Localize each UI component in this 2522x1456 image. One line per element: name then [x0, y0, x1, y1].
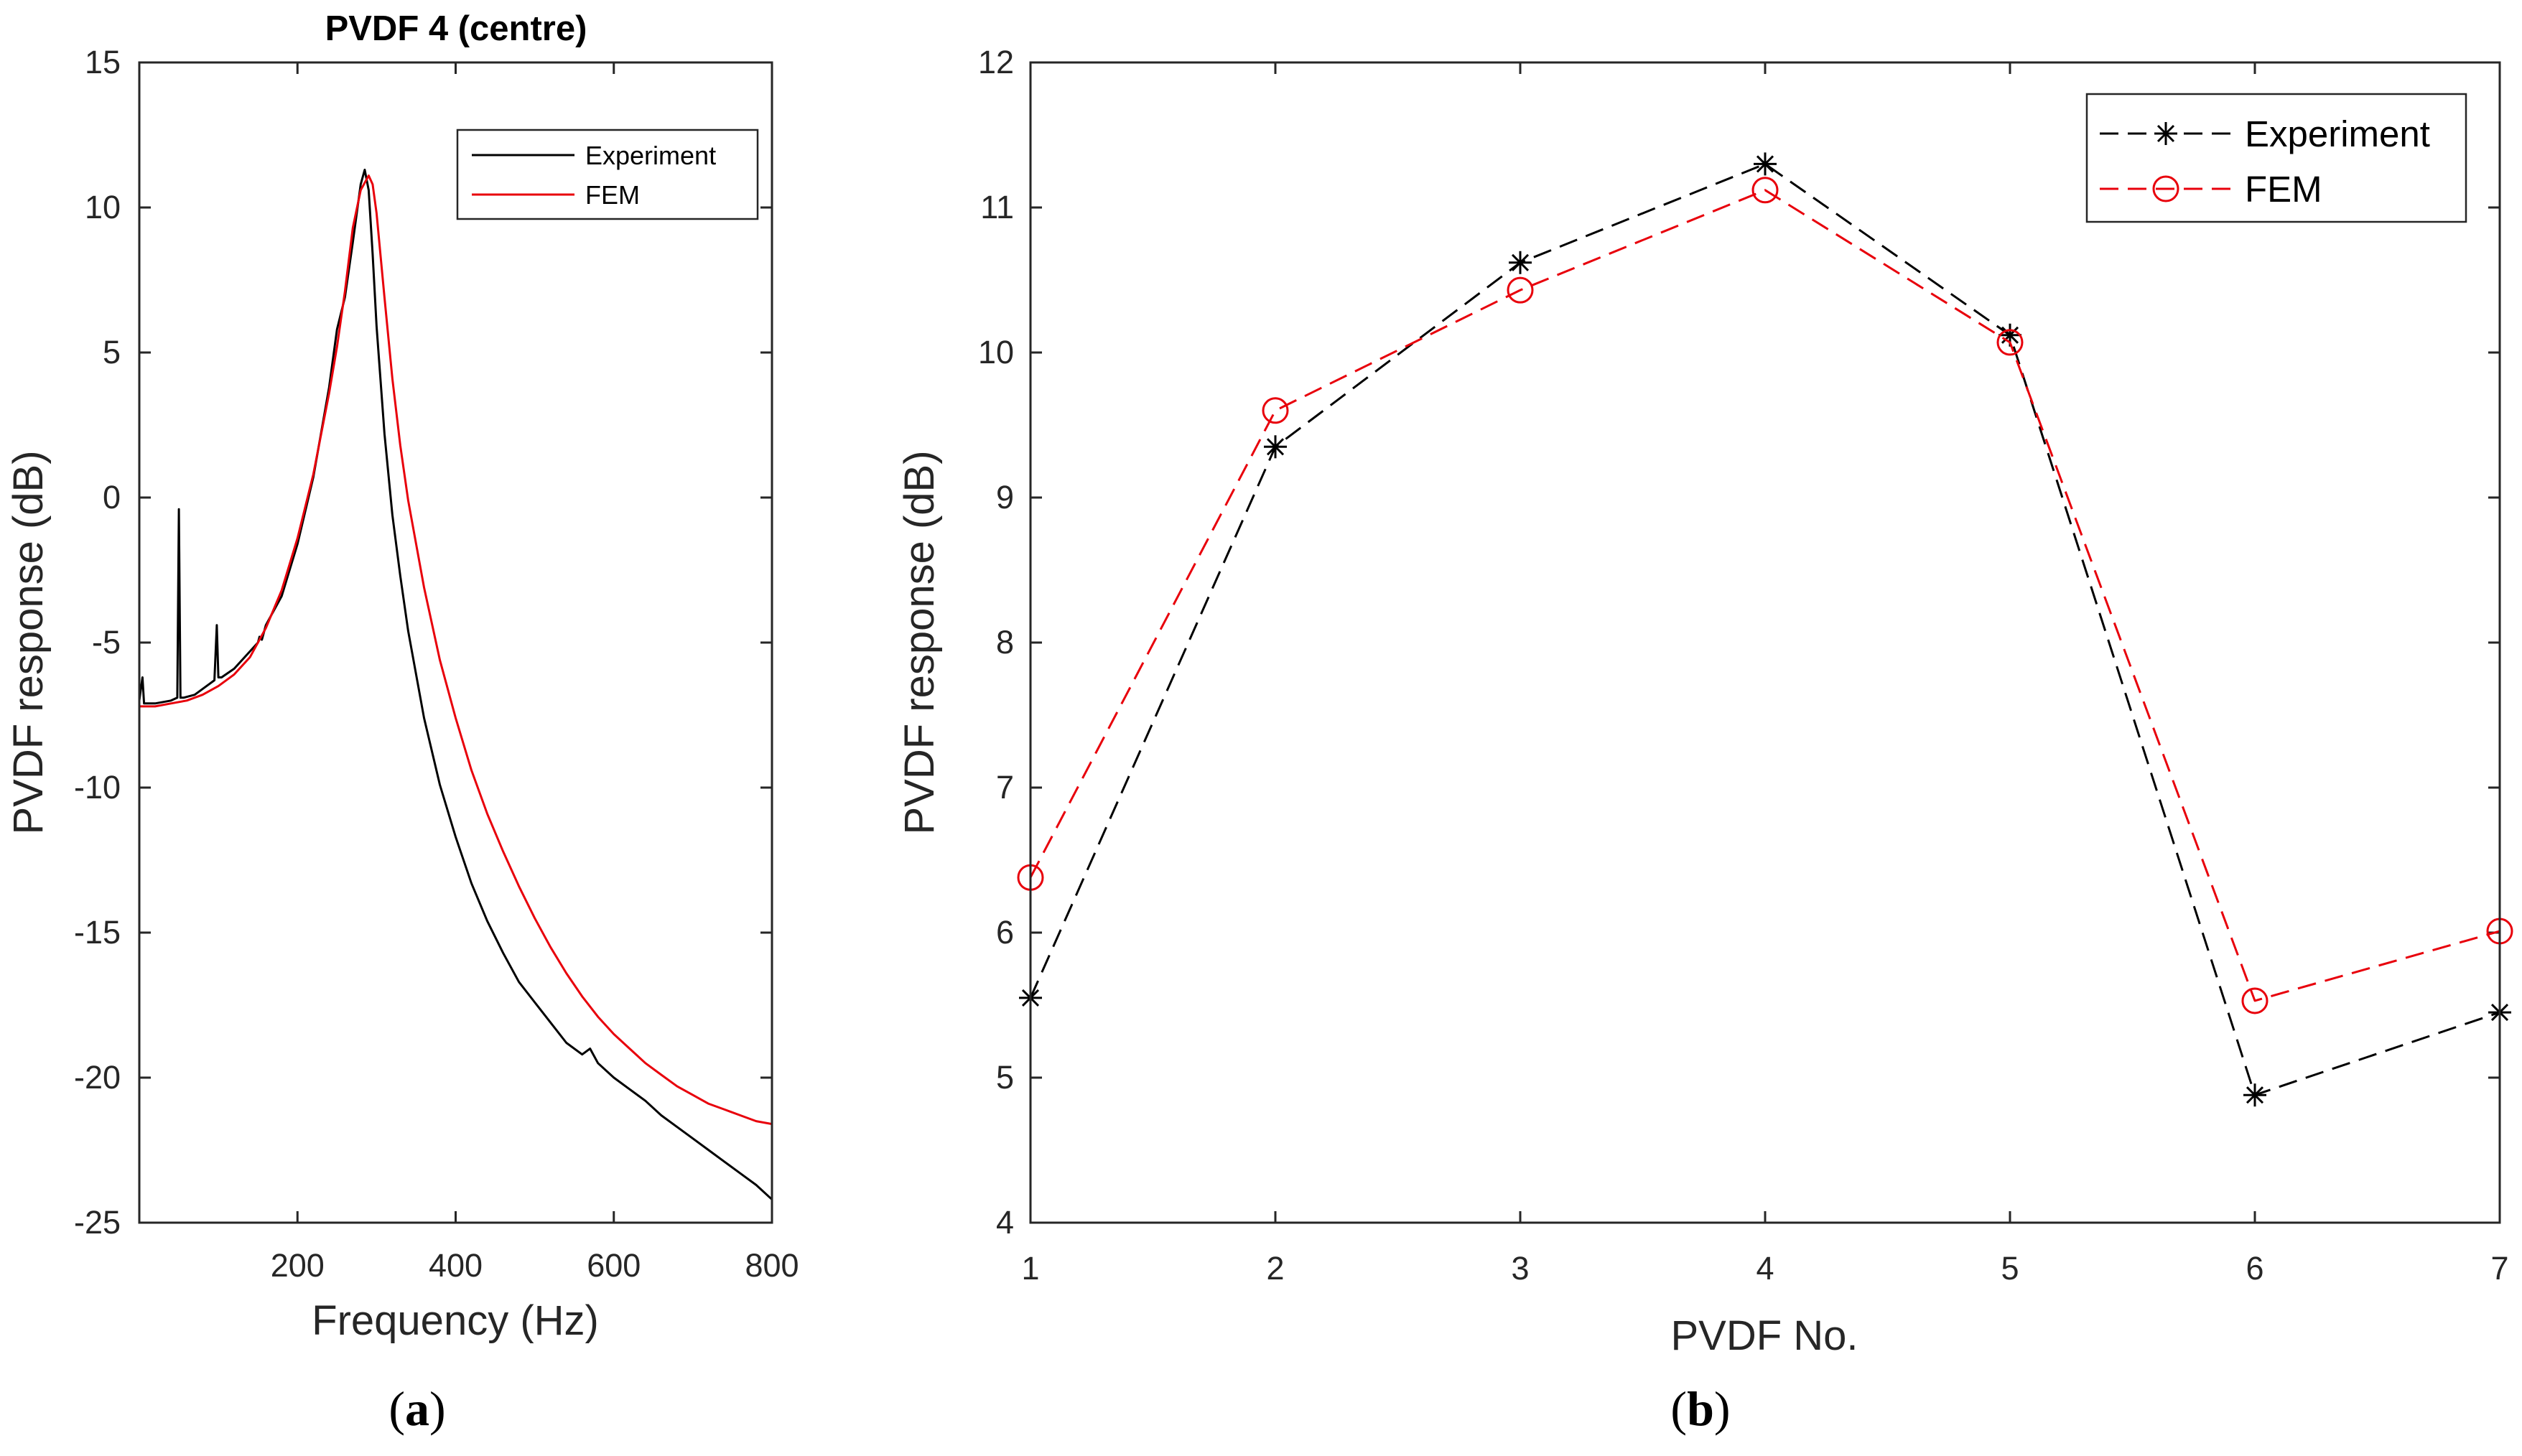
- panel-b-ytick-label: 11: [980, 189, 1014, 225]
- panel-a-legend-box: [456, 129, 759, 220]
- panel-a-chart: PVDF 4 (centre) 15 10 5 0 -5 -10 -15 -20 -25 200 4…: [5, 9, 799, 1436]
- panel-a-series-experiment-line: [138, 169, 773, 1200]
- panel-b-point-experiment: [1754, 152, 1777, 176]
- panel-b-xtick-label: 5: [2001, 1250, 2019, 1287]
- panel-b-legend-experiment-label: Experiment: [2245, 113, 2430, 154]
- panel-b-ytick-label: 5: [996, 1059, 1014, 1096]
- panel-b-legend-box: [2085, 93, 2467, 223]
- panel-b-legend: Experiment FEM: [2085, 93, 2467, 223]
- panel-a-title: PVDF 4 (centre): [325, 9, 587, 48]
- panel-a-ytick-label: -5: [92, 624, 121, 661]
- panel-b-legend-fem-label: FEM: [2245, 169, 2322, 210]
- panel-b-point-fem: [1996, 329, 2024, 356]
- panel-b-series-fem-line: [1029, 189, 2500, 1002]
- panel-b-ytick-label: 8: [996, 624, 1014, 661]
- panel-b-xtick-label: 3: [1511, 1250, 1529, 1287]
- panel-b-point-fem: [1507, 276, 1534, 304]
- panel-a-xtick-label: 400: [429, 1247, 483, 1284]
- panel-a-axes-box: [138, 61, 773, 1224]
- panel-b-ytick-label: 7: [996, 769, 1014, 806]
- panel-a-legend-experiment-label: Experiment: [585, 141, 716, 170]
- panel-b-ytick-label: 9: [996, 479, 1014, 515]
- panel-a-ytick-label: 15: [85, 44, 121, 80]
- panel-b-label: (b): [1670, 1381, 1730, 1436]
- panel-b-point-experiment: [1509, 251, 1532, 274]
- panel-b-legend-experiment-marker: [2154, 122, 2177, 145]
- panel-b-xtick-label: 2: [1266, 1250, 1284, 1287]
- panel-b-xlabel: PVDF No.: [1670, 1312, 1858, 1359]
- panel-a-series: [138, 169, 773, 1200]
- panel-a-label: (a): [388, 1381, 445, 1436]
- panel-a-legend-fem-label: FEM: [585, 180, 640, 210]
- panel-a-xtick-label: 800: [745, 1247, 799, 1284]
- panel-b-xtick-label: 4: [1756, 1250, 1774, 1287]
- panel-b-series: [1017, 152, 2513, 1107]
- panel-a-ytick-label: -20: [74, 1059, 121, 1096]
- panel-b-point-fem: [1262, 397, 1289, 424]
- panel-b-legend-fem-marker: [2152, 175, 2179, 202]
- panel-b-ytick-label: 10: [978, 334, 1014, 370]
- panel-b-ylabel: PVDF response (dB): [896, 450, 943, 834]
- panel-a-ylabel: PVDF response (dB): [5, 450, 52, 834]
- panel-b-point-experiment: [1264, 435, 1287, 459]
- panel-a-ytick-label: 5: [103, 334, 121, 370]
- panel-a-ytick-label: 10: [85, 189, 121, 225]
- panel-a-series-fem-line: [139, 174, 773, 1126]
- panel-a-ytick-label: -15: [74, 914, 121, 951]
- panel-a-ytick-label: -10: [74, 769, 121, 806]
- panel-b-point-fem: [1751, 177, 1779, 204]
- panel-b-ytick-label: 4: [996, 1204, 1014, 1241]
- panel-b-xtick-label: 6: [2246, 1250, 2263, 1287]
- panel-b-point-fem: [2241, 987, 2269, 1014]
- panel-b-axes-box: [1029, 61, 2501, 1224]
- panel-a-xtick-label: 600: [587, 1247, 641, 1284]
- panel-b-xtick-label: 1: [1021, 1250, 1039, 1287]
- panel-a-xlabel: Frequency (Hz): [312, 1297, 599, 1344]
- panel-b-series-experiment-line: [1029, 162, 2500, 1096]
- panel-a-legend: Experiment FEM: [456, 129, 759, 220]
- panel-a-ytick-label: 0: [103, 479, 121, 515]
- panel-b-point-experiment: [2243, 1083, 2266, 1107]
- panel-b-ytick-label: 6: [996, 914, 1014, 951]
- panel-a-xtick-label: 200: [271, 1247, 325, 1284]
- panel-a-ytick-label: -25: [74, 1204, 121, 1241]
- panel-b-ytick-label: 12: [978, 44, 1014, 80]
- panel-b-xtick-label: 7: [2490, 1250, 2508, 1287]
- panel-a-ticks: 15 10 5 0 -5 -10 -15 -20 -25 200 400 600 800: [74, 44, 799, 1284]
